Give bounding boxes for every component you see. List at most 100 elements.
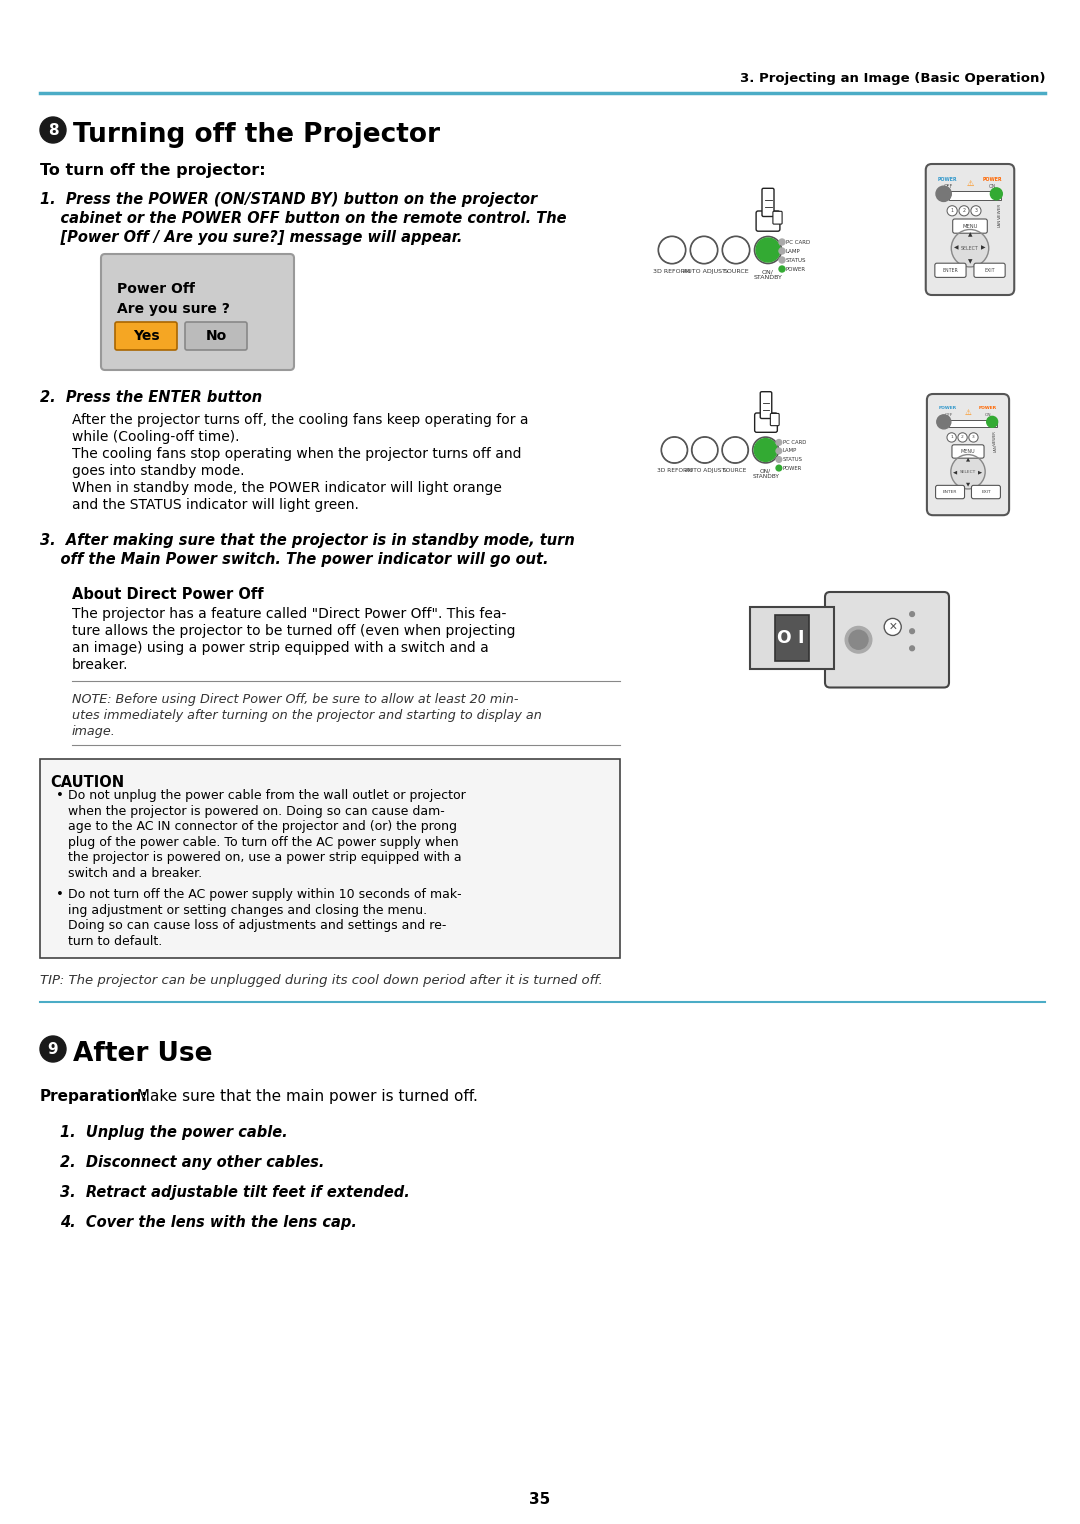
Text: goes into standby mode.: goes into standby mode. xyxy=(72,463,244,479)
Circle shape xyxy=(909,611,915,617)
Text: OFF: OFF xyxy=(944,184,953,189)
Text: image.: image. xyxy=(72,725,116,738)
Text: 3D REFORM: 3D REFORM xyxy=(657,468,692,472)
FancyBboxPatch shape xyxy=(927,395,1009,515)
Text: ✕: ✕ xyxy=(889,622,897,632)
Text: COMPUTER: COMPUTER xyxy=(956,422,981,425)
Circle shape xyxy=(777,465,782,471)
FancyBboxPatch shape xyxy=(926,165,1014,296)
Text: SELECT: SELECT xyxy=(960,469,976,474)
FancyBboxPatch shape xyxy=(756,210,780,232)
FancyBboxPatch shape xyxy=(953,219,987,233)
Circle shape xyxy=(947,206,957,216)
Text: turn to default.: turn to default. xyxy=(68,934,162,948)
Text: age to the AC IN connector of the projector and (or) the prong: age to the AC IN connector of the projec… xyxy=(68,820,457,834)
Text: while (Cooling-off time).: while (Cooling-off time). xyxy=(72,430,240,443)
Text: 3: 3 xyxy=(974,209,977,213)
Text: No: No xyxy=(205,329,227,343)
Text: switch and a breaker.: switch and a breaker. xyxy=(68,867,202,879)
Text: Doing so can cause loss of adjustments and settings and re-: Doing so can cause loss of adjustments a… xyxy=(68,919,446,933)
FancyBboxPatch shape xyxy=(114,322,177,351)
Text: Do not turn off the AC power supply within 10 seconds of mak-: Do not turn off the AC power supply with… xyxy=(68,888,461,901)
Text: 35: 35 xyxy=(529,1492,551,1507)
Text: ON/
STANDBY: ON/ STANDBY xyxy=(754,270,782,280)
Text: I: I xyxy=(797,629,804,646)
Text: 4.  Cover the lens with the lens cap.: 4. Cover the lens with the lens cap. xyxy=(60,1215,356,1230)
Text: POWER: POWER xyxy=(937,177,957,181)
Circle shape xyxy=(777,439,782,445)
FancyBboxPatch shape xyxy=(974,264,1005,277)
Circle shape xyxy=(754,439,777,462)
Text: cabinet or the POWER OFF button on the remote control. The: cabinet or the POWER OFF button on the r… xyxy=(40,210,567,226)
FancyBboxPatch shape xyxy=(773,212,782,224)
Text: an image) using a power strip equipped with a switch and a: an image) using a power strip equipped w… xyxy=(72,642,489,655)
Circle shape xyxy=(724,238,748,262)
FancyBboxPatch shape xyxy=(825,591,949,687)
Text: •: • xyxy=(56,789,64,802)
Text: POWER: POWER xyxy=(783,465,802,471)
Circle shape xyxy=(846,626,872,654)
Text: PC CARD: PC CARD xyxy=(786,239,810,244)
Text: MENU: MENU xyxy=(961,450,975,454)
Text: ⚠: ⚠ xyxy=(967,178,974,187)
Circle shape xyxy=(692,238,716,262)
Text: 2: 2 xyxy=(962,209,966,213)
Text: When in standby mode, the POWER indicator will light orange: When in standby mode, the POWER indicato… xyxy=(72,482,502,495)
Text: 3. Projecting an Image (Basic Operation): 3. Projecting an Image (Basic Operation) xyxy=(740,72,1045,85)
Text: MENU: MENU xyxy=(962,224,977,229)
Text: Yes: Yes xyxy=(133,329,160,343)
Circle shape xyxy=(693,439,716,462)
Circle shape xyxy=(969,433,978,442)
Text: VIEWER: VIEWER xyxy=(998,203,1002,219)
FancyBboxPatch shape xyxy=(762,189,774,216)
Text: ◀: ◀ xyxy=(954,245,959,251)
Text: 2.  Disconnect any other cables.: 2. Disconnect any other cables. xyxy=(60,1155,324,1170)
Text: 1: 1 xyxy=(950,209,954,213)
Circle shape xyxy=(909,629,915,634)
Text: POWER: POWER xyxy=(983,177,1002,181)
Text: 1: 1 xyxy=(950,436,953,439)
Text: POWER: POWER xyxy=(978,407,997,410)
Circle shape xyxy=(936,415,950,428)
Text: OFF: OFF xyxy=(945,413,954,418)
Text: ◀: ◀ xyxy=(954,469,958,474)
Text: SOURCE: SOURCE xyxy=(723,468,747,472)
FancyBboxPatch shape xyxy=(760,392,772,419)
Text: Are you sure ?: Are you sure ? xyxy=(117,302,230,315)
Text: ▶: ▶ xyxy=(982,245,986,251)
Text: Power Off: Power Off xyxy=(117,282,194,296)
Bar xyxy=(775,614,809,661)
Bar xyxy=(948,419,997,427)
Circle shape xyxy=(660,238,684,262)
FancyBboxPatch shape xyxy=(102,255,294,370)
Circle shape xyxy=(849,631,868,649)
Text: 9: 9 xyxy=(48,1041,58,1056)
Circle shape xyxy=(990,187,1002,200)
Text: PC CARD: PC CARD xyxy=(783,440,806,445)
Circle shape xyxy=(779,239,785,245)
Text: ▲: ▲ xyxy=(968,232,972,238)
Text: 2: 2 xyxy=(961,436,964,439)
Text: STATUS: STATUS xyxy=(783,457,802,462)
Text: ON: ON xyxy=(989,184,996,189)
Text: 1.  Unplug the power cable.: 1. Unplug the power cable. xyxy=(60,1125,287,1140)
Text: 8: 8 xyxy=(48,122,58,137)
FancyBboxPatch shape xyxy=(935,485,964,498)
FancyBboxPatch shape xyxy=(972,485,1000,498)
Text: 2.  Press the ENTER button: 2. Press the ENTER button xyxy=(40,390,262,405)
Text: SELECT: SELECT xyxy=(961,245,978,251)
Circle shape xyxy=(885,619,901,636)
Text: TIP: The projector can be unplugged during its cool down period after it is turn: TIP: The projector can be unplugged duri… xyxy=(40,974,603,988)
Circle shape xyxy=(663,439,686,462)
Circle shape xyxy=(959,206,969,216)
Text: To turn off the projector:: To turn off the projector: xyxy=(40,163,266,178)
FancyBboxPatch shape xyxy=(951,445,984,459)
Text: LAMP: LAMP xyxy=(786,248,800,253)
Circle shape xyxy=(909,646,915,651)
Text: ON/
STANDBY: ON/ STANDBY xyxy=(752,468,779,479)
Bar xyxy=(40,759,620,959)
Text: plug of the power cable. To turn off the AC power supply when: plug of the power cable. To turn off the… xyxy=(68,835,459,849)
Circle shape xyxy=(958,433,968,442)
Text: EXIT: EXIT xyxy=(981,491,990,494)
Text: the projector is powered on, use a power strip equipped with a: the projector is powered on, use a power… xyxy=(68,850,461,864)
